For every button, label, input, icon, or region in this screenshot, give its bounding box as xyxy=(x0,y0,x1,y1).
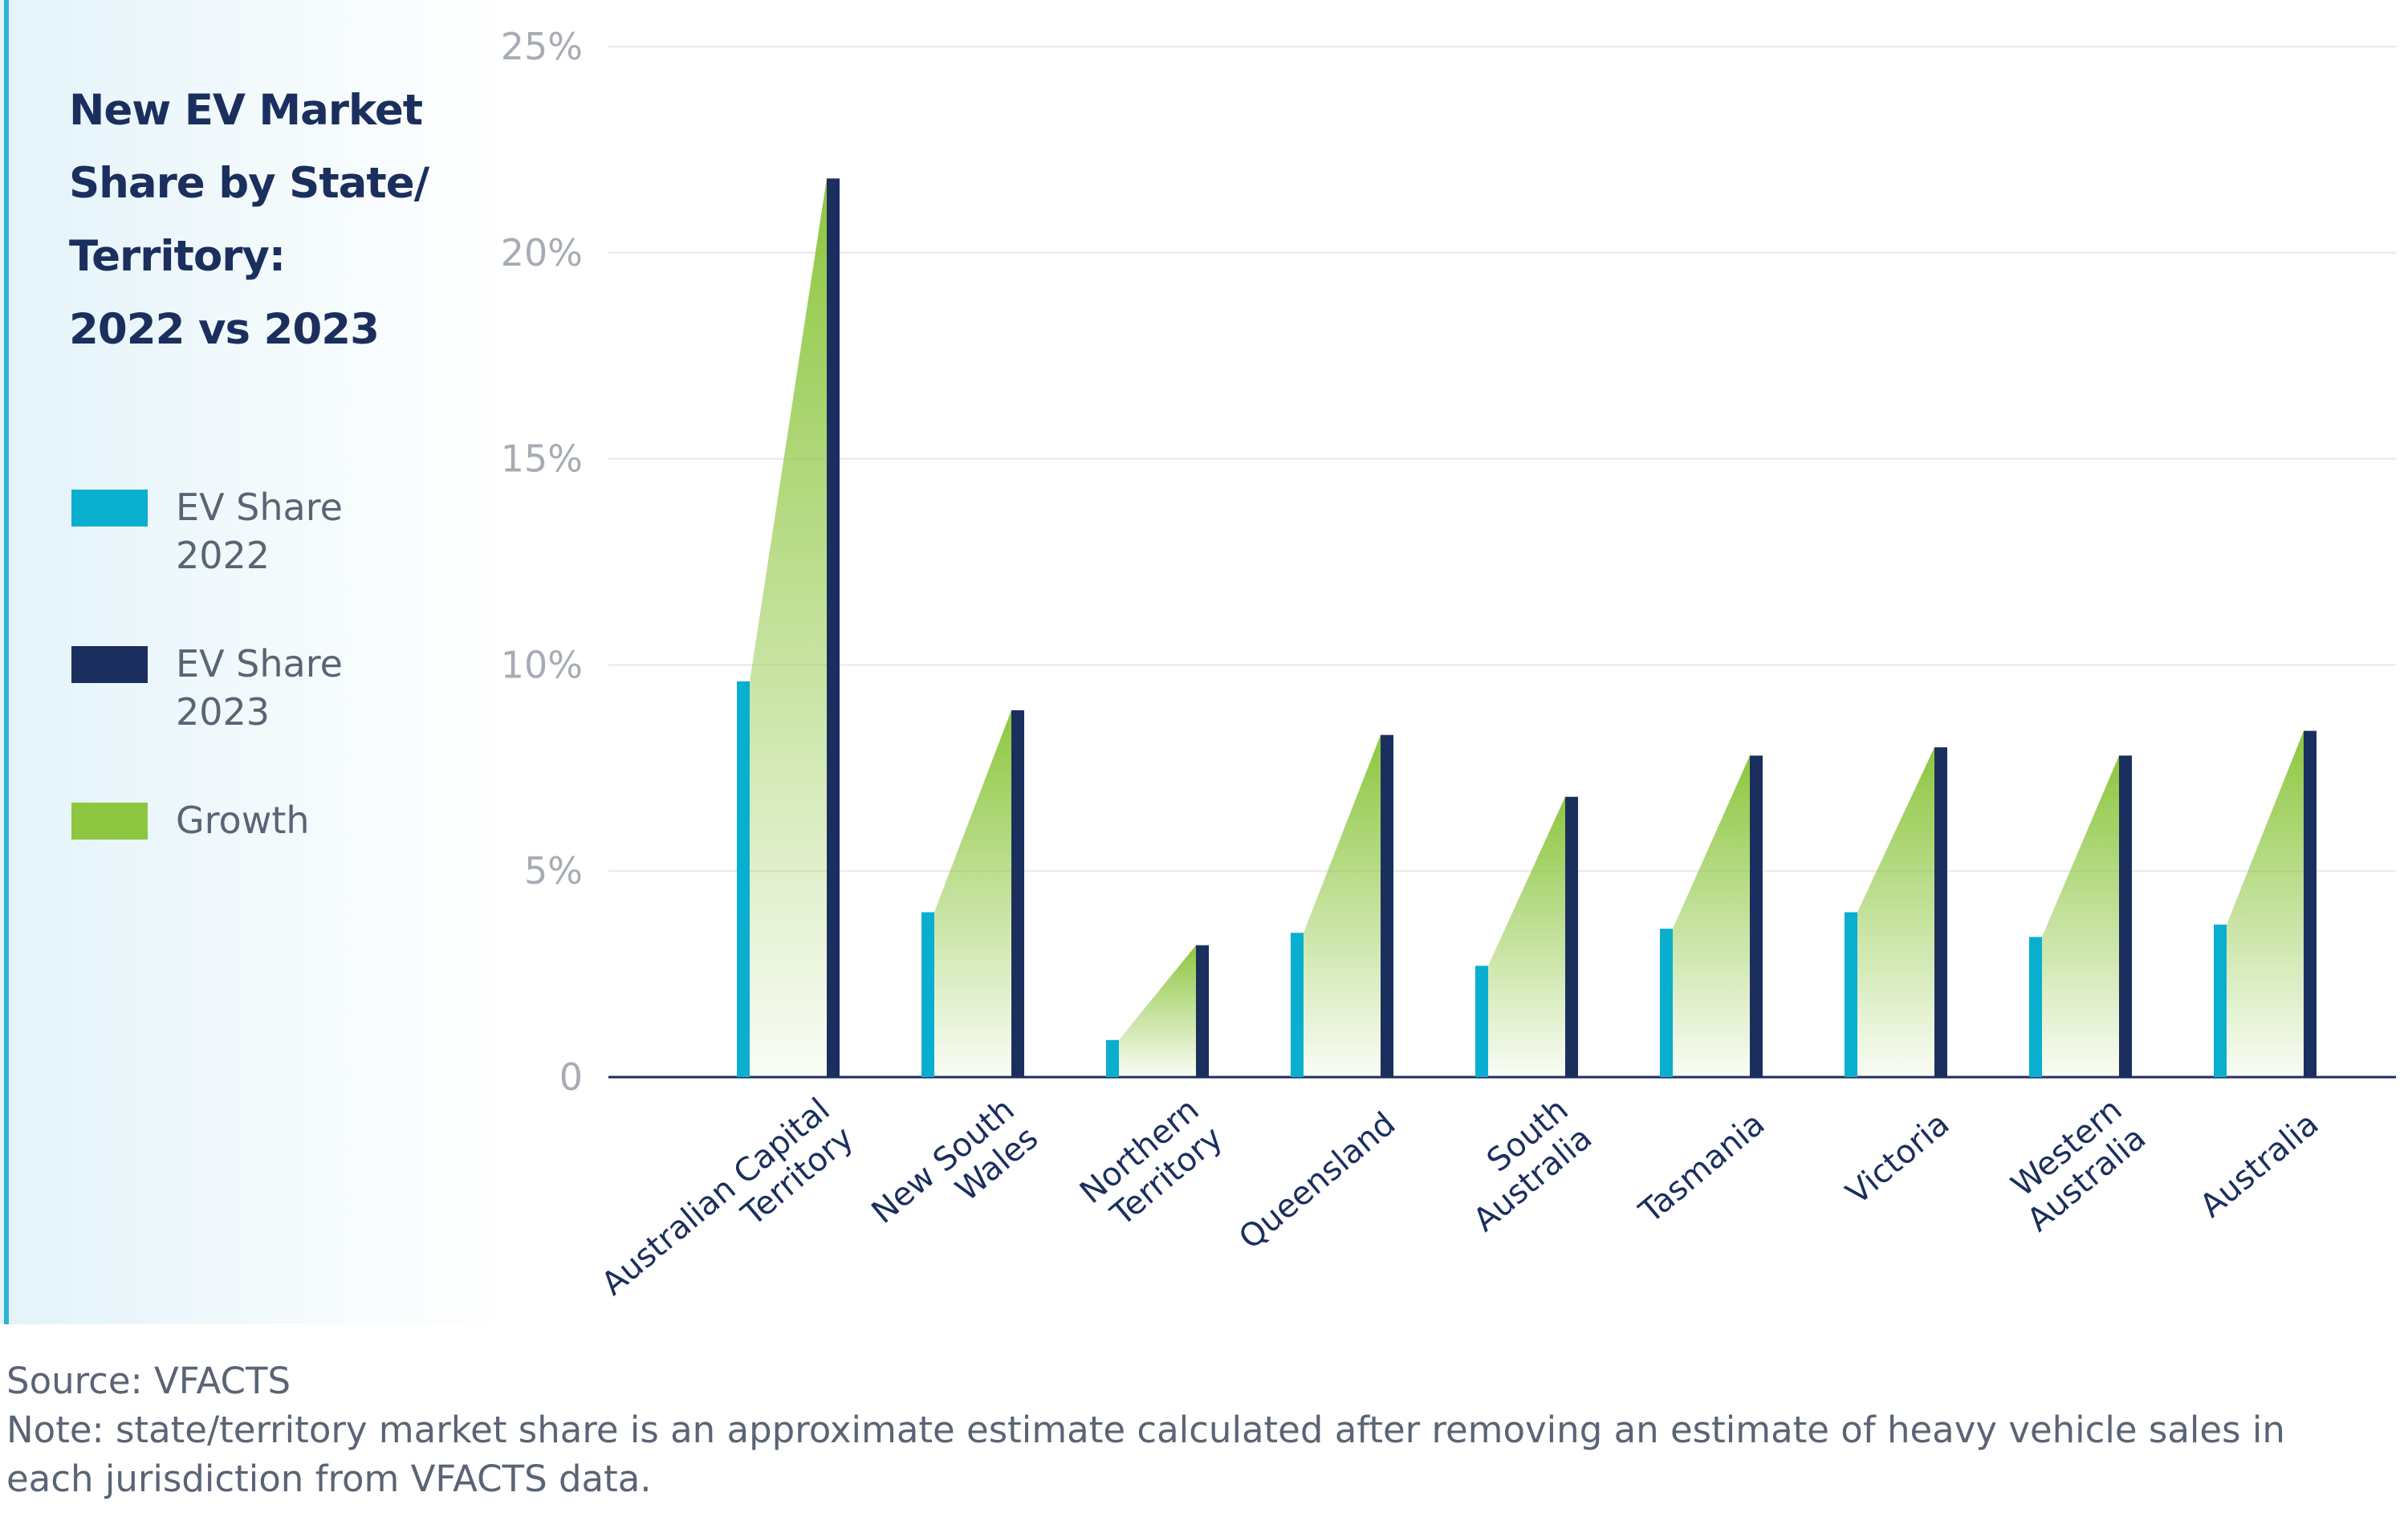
chart-title-line: 2022 vs 2023 xyxy=(69,305,380,354)
legend-label-line: EV Share xyxy=(176,486,343,529)
y-axis-ticks: 0 5% 10% 15% 20% 25% xyxy=(501,25,583,1099)
y-tick-label: 5% xyxy=(524,849,583,893)
x-tick-label: Australia xyxy=(2193,1105,2325,1225)
legend-swatch-growth xyxy=(71,803,148,840)
legend-label: EV Share 2022 xyxy=(176,483,384,579)
x-tick-label-line: Tasmania xyxy=(1632,1105,1771,1230)
bar-ev-share-2022 xyxy=(1845,912,1857,1077)
legend-label-line: 2023 xyxy=(176,690,270,734)
bar-ev-share-2023 xyxy=(2119,755,2132,1077)
legend-swatch-2023 xyxy=(71,646,148,683)
y-tick-label: 15% xyxy=(501,437,583,481)
x-tick-label-line: Australia xyxy=(2193,1105,2325,1225)
growth-area xyxy=(934,710,1011,1077)
bar-ev-share-2022 xyxy=(1475,966,1488,1077)
growth-area xyxy=(1673,755,1750,1077)
bar-ev-share-2023 xyxy=(1934,747,1947,1077)
y-tick-label: 20% xyxy=(501,231,583,274)
bar-ev-share-2022 xyxy=(1291,933,1304,1077)
x-tick-label-line: Victoria xyxy=(1840,1105,1957,1212)
legend-label-line: Growth xyxy=(176,799,310,842)
bar-ev-share-2023 xyxy=(827,178,840,1077)
note-text: Note: state/territory market share is an… xyxy=(6,1409,2297,1500)
chart-title-line: Share by State/ xyxy=(69,159,429,208)
growth-area xyxy=(1119,945,1196,1077)
chart-title-line: Territory: xyxy=(69,232,286,281)
legend-label-line: EV Share xyxy=(176,642,343,685)
bar-ev-share-2022 xyxy=(921,912,934,1077)
growth-area xyxy=(1488,796,1565,1077)
legend-label: Growth xyxy=(176,796,384,844)
growth-area xyxy=(750,178,827,1077)
y-tick-label: 25% xyxy=(501,25,583,68)
bar-ev-share-2022 xyxy=(1106,1039,1119,1077)
x-tick-label: Queensland xyxy=(1232,1105,1402,1257)
x-tick-label-line: Queensland xyxy=(1232,1105,1402,1257)
y-tick-label: 0 xyxy=(559,1055,583,1099)
chart-title: New EV Market Share by State/ Territory:… xyxy=(69,74,446,366)
bar-ev-share-2022 xyxy=(1660,929,1673,1077)
bar-ev-share-2023 xyxy=(1011,710,1024,1077)
bar-ev-share-2022 xyxy=(2029,937,2042,1077)
y-tick-label: 10% xyxy=(501,643,583,686)
growth-area xyxy=(1304,734,1381,1077)
growth-area xyxy=(2227,730,2304,1077)
bar-ev-share-2022 xyxy=(2214,924,2227,1077)
bar-ev-share-2023 xyxy=(1750,755,1763,1077)
legend-swatch-2022 xyxy=(71,490,148,527)
bar-ev-share-2023 xyxy=(1381,734,1393,1077)
x-tick-label: Tasmania xyxy=(1632,1105,1771,1230)
bar-ev-share-2023 xyxy=(1196,945,1209,1077)
growth-areas xyxy=(750,178,2304,1077)
legend-label-line: 2022 xyxy=(176,534,270,577)
bar-ev-share-2022 xyxy=(737,681,750,1077)
legend-label: EV Share 2023 xyxy=(176,640,384,736)
bars xyxy=(737,178,2316,1077)
bar-ev-share-2023 xyxy=(1565,796,1578,1077)
x-tick-label: Victoria xyxy=(1840,1105,1957,1212)
footer: Source: VFACTS Note: state/territory mar… xyxy=(6,1356,2382,1503)
source-text: Source: VFACTS xyxy=(6,1360,291,1402)
chart-title-line: New EV Market xyxy=(69,86,423,135)
bar-ev-share-2023 xyxy=(2304,730,2316,1077)
left-accent-rule xyxy=(4,0,9,1324)
growth-area xyxy=(2042,755,2119,1077)
growth-area xyxy=(1857,747,1934,1077)
